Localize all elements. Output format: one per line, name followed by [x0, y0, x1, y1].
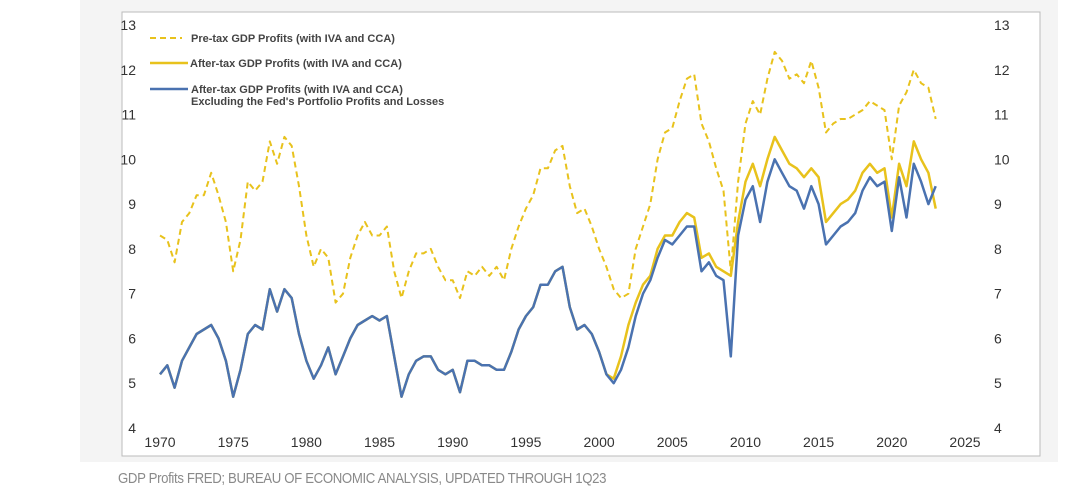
y-tick-right: 9: [994, 196, 1002, 212]
x-tick: 1990: [437, 434, 468, 450]
y-tick-left: 7: [128, 286, 136, 302]
y-tick-left: 9: [128, 196, 136, 212]
y-tick-left: 10: [120, 151, 136, 167]
y-tick-left: 12: [120, 62, 136, 78]
x-tick: 1985: [364, 434, 395, 450]
legend: Pre-tax GDP Profits (with IVA and CCA) A…: [150, 33, 444, 108]
y-tick-right: 11: [994, 107, 1009, 123]
x-tick: 1970: [144, 434, 175, 450]
x-tick: 2000: [584, 434, 615, 450]
y-tick-right: 12: [994, 62, 1010, 78]
legend-label-after-tax-ex-fed-2: Excluding the Fed's Portfolio Profits an…: [191, 96, 444, 108]
x-tick: 1995: [510, 434, 541, 450]
y-tick-left: 11: [121, 107, 136, 123]
x-tick: 1975: [218, 434, 249, 450]
y-tick-right: 6: [994, 330, 1002, 346]
legend-label-after-tax: After-tax GDP Profits (with IVA and CCA): [190, 58, 402, 70]
y-tick-left: 4: [128, 420, 136, 436]
legend-label-after-tax-ex-fed-1: After-tax GDP Profits (with IVA and CCA): [191, 84, 403, 96]
x-tick: 2010: [730, 434, 761, 450]
y-tick-right: 10: [994, 151, 1010, 167]
y-tick-left: 6: [128, 330, 136, 346]
y-tick-right: 8: [994, 241, 1002, 257]
y-tick-right: 5: [994, 375, 1002, 391]
y-tick-right: 4: [994, 420, 1002, 436]
after-tax-ex-fed-line: [159, 158, 937, 398]
y-tick-left: 5: [128, 375, 136, 391]
pre-tax-line: [159, 50, 937, 304]
y-tick-left: 8: [128, 241, 136, 257]
x-tick: 1980: [291, 434, 322, 450]
y-tick-left: 13: [120, 17, 136, 33]
x-tick: 2015: [803, 434, 834, 450]
x-tick: 2020: [876, 434, 907, 450]
plot-frame: [121, 11, 1041, 457]
legend-label-pre-tax: Pre-tax GDP Profits (with IVA and CCA): [191, 33, 395, 45]
y-tick-right: 7: [994, 286, 1002, 302]
x-tick: 2025: [949, 434, 980, 450]
x-tick: 2005: [657, 434, 688, 450]
source-caption: GDP Profits FRED; BUREAU OF ECONOMIC ANA…: [118, 470, 607, 487]
y-tick-right: 13: [994, 17, 1010, 33]
